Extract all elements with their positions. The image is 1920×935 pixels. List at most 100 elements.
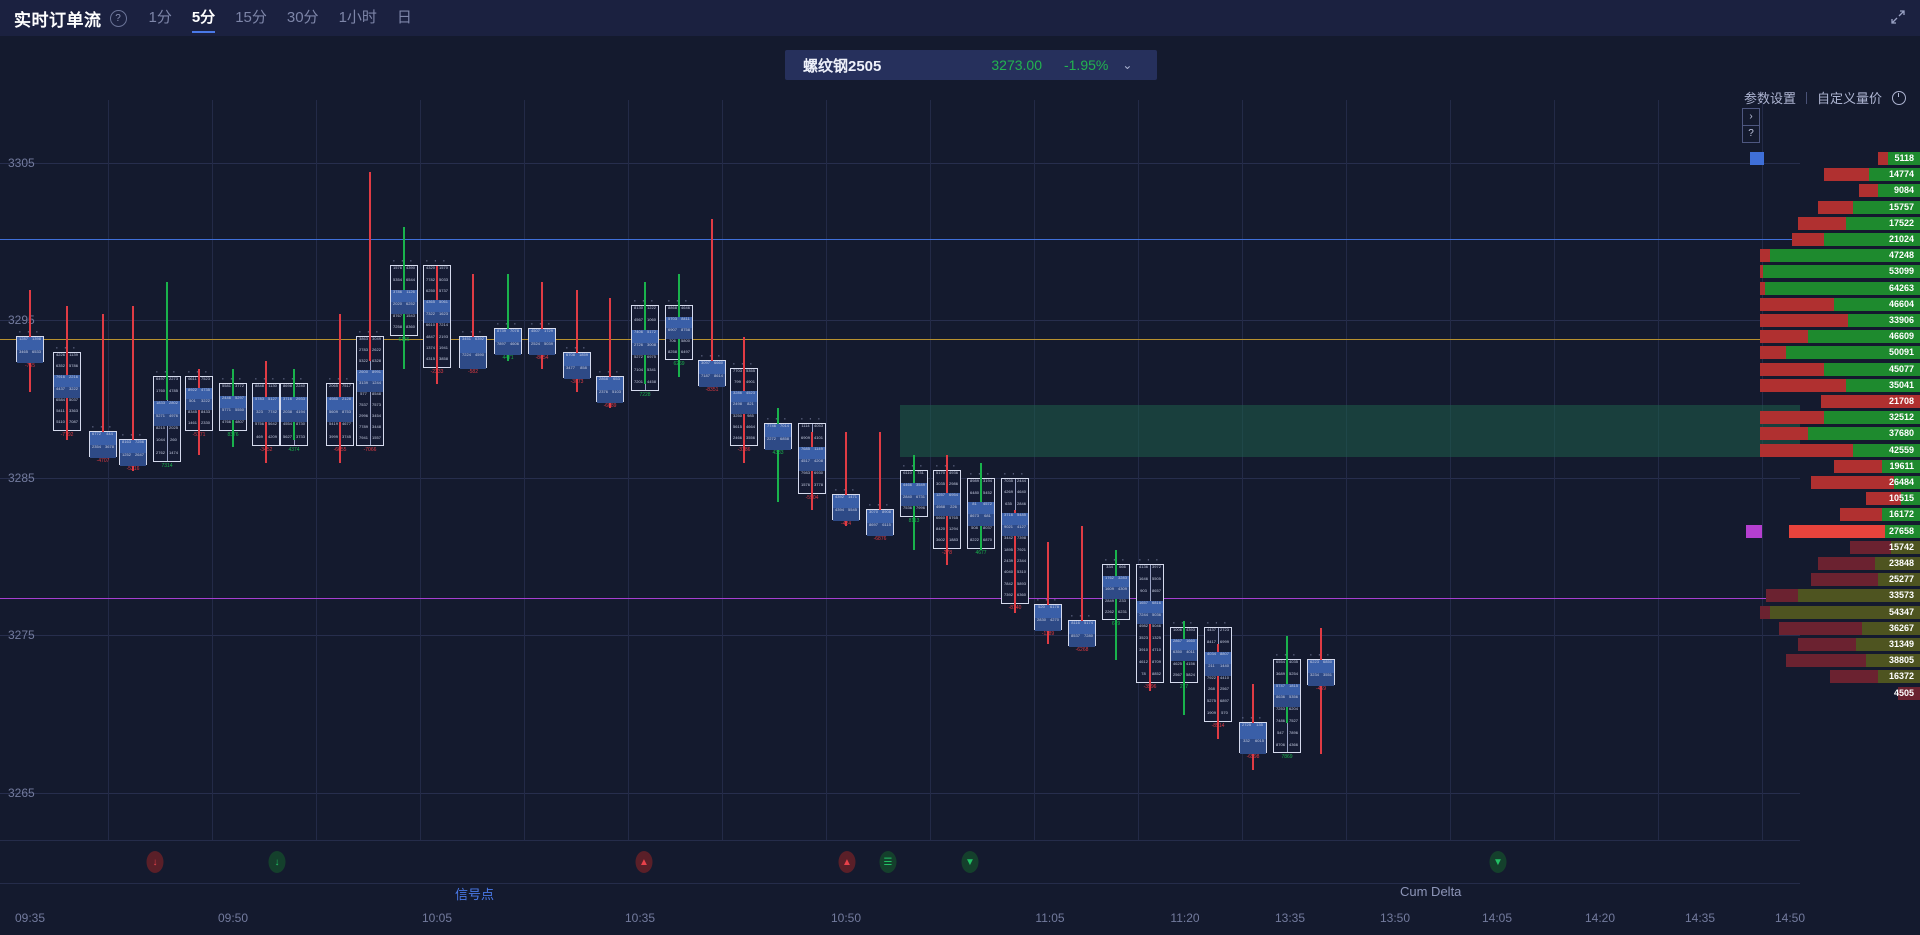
- timeframe-tab-1[interactable]: 5分: [192, 6, 215, 31]
- volume-profile-row[interactable]: 33906: [1760, 314, 1920, 327]
- candle-marker-dots: ▪ ▪ ▪: [866, 502, 894, 507]
- footprint-candle[interactable]: 7035244442694640635284637165485902141273…: [1001, 478, 1029, 604]
- volume-profile-row[interactable]: 16372: [1760, 670, 1920, 683]
- signal-marker-buy[interactable]: ↓: [269, 851, 286, 873]
- footprint-candle[interactable]: 1287139834656533: [16, 336, 44, 362]
- volume-profile-row[interactable]: 15757: [1760, 201, 1920, 214]
- timeframe-tab-2[interactable]: 15分: [235, 6, 267, 31]
- instrument-selector[interactable]: 螺纹钢2505 3273.00 -1.95% ⌄: [785, 50, 1157, 80]
- expand-icon[interactable]: [1890, 9, 1906, 25]
- footprint-candle[interactable]: 5170493630352986125769544988226666057658…: [933, 470, 961, 549]
- volume-profile-row[interactable]: 21708: [1760, 395, 1920, 408]
- volume-profile-row[interactable]: 46609: [1760, 330, 1920, 343]
- signal-marker-buy[interactable]: ☰: [880, 851, 897, 873]
- footprint-row: 72588360: [391, 325, 417, 337]
- bid-volume-cell: 78: [1137, 672, 1150, 684]
- volume-profile-row[interactable]: 19611: [1760, 460, 1920, 473]
- volume-profile-row[interactable]: 47248: [1760, 249, 1920, 262]
- timeframe-tab-5[interactable]: 日: [397, 6, 412, 31]
- footprint-candle[interactable]: 4320157077825033625057374365506173221623…: [423, 265, 451, 367]
- timeframe-tab-4[interactable]: 1小时: [339, 6, 377, 31]
- footprint-candle[interactable]: 55813772244652975771555047664807: [219, 383, 247, 430]
- volume-profile-row[interactable]: 31349: [1760, 638, 1920, 651]
- sell-volume-segment: [1792, 233, 1824, 246]
- footprint-candle[interactable]: 8116517485377280: [1068, 620, 1096, 646]
- ask-volume-cell: 5800: [679, 339, 692, 350]
- footprint-candle[interactable]: 7703535579949013286452324988213250985561…: [730, 368, 758, 447]
- footprint-candle[interactable]: 88481130578351273237742575656424694209: [252, 383, 280, 446]
- volume-profile-panel[interactable]: 5118 14774 9084 15757 17522 21024 47248 53099 64…: [1760, 100, 1920, 840]
- signal-points-strip[interactable]: ↓ ↓ ▲ ▲ ☰ ▼ ▼: [0, 840, 1800, 884]
- footprint-candle[interactable]: 1114405369094101768511494517420879836930…: [798, 423, 826, 494]
- volume-profile-row[interactable]: 33573: [1760, 589, 1920, 602]
- footprint-candle[interactable]: 6223685032343551: [1307, 659, 1335, 685]
- signal-marker-sell[interactable]: ↓: [147, 851, 164, 873]
- footprint-candle[interactable]: 1006439328671660635040114625415625675824: [1170, 627, 1198, 682]
- volume-profile-row[interactable]: 46604: [1760, 298, 1920, 311]
- footprint-candle[interactable]: 3346661762328316094309284923322626231: [1102, 564, 1130, 619]
- footprint-candle[interactable]: 661175238922473550132228345843314612330: [185, 376, 213, 431]
- signal-marker-buy[interactable]: ▼: [1490, 851, 1507, 873]
- volume-profile-row[interactable]: 38805: [1760, 654, 1920, 667]
- timeframe-tab-3[interactable]: 30分: [287, 6, 319, 31]
- footprint-candle[interactable]: 3863304927832622532263282600899131391244…: [356, 336, 384, 446]
- footprint-candle[interactable]: 1576439053546544378611262020625287671543…: [390, 265, 418, 336]
- footprint-candle[interactable]: 4392147143945545: [832, 494, 860, 520]
- footprint-candle[interactable]: 520617828304270: [1034, 604, 1062, 630]
- volume-profile-row[interactable]: 15742: [1760, 541, 1920, 554]
- footprint-candle[interactable]: 4507172925245039: [528, 328, 556, 354]
- signal-marker-sell[interactable]: ▲: [636, 851, 653, 873]
- footprint-candle[interactable]: 8698224037162933203841944554873056273733: [280, 383, 308, 446]
- volume-profile-row[interactable]: 27658: [1760, 525, 1920, 538]
- volume-profile-row[interactable]: 23848: [1760, 557, 1920, 570]
- volume-profile-row[interactable]: 36267: [1760, 622, 1920, 635]
- volume-profile-row[interactable]: 17522: [1760, 217, 1920, 230]
- volume-profile-row[interactable]: 32512: [1760, 411, 1920, 424]
- footprint-candle[interactable]: 886846465703841169078758706580082586497: [665, 305, 693, 360]
- help-icon[interactable]: ?: [110, 10, 127, 27]
- footprint-candle[interactable]: 8989319464805452814572867368150880378222…: [967, 478, 995, 549]
- footprint-candle[interactable]: 27251353326015: [1239, 722, 1267, 753]
- volume-profile-row[interactable]: 26484: [1760, 476, 1920, 489]
- footprint-candle[interactable]: 3097666071878614: [698, 360, 726, 386]
- volume-profile-row[interactable]: 45077: [1760, 363, 1920, 376]
- footprint-candle[interactable]: 670818593477858: [563, 352, 591, 378]
- chart-plot-area[interactable]: 330532953285327532651287139834656533▪ ▪ …: [0, 100, 1800, 840]
- footprint-candle[interactable]: 7746701422726858: [764, 423, 792, 449]
- footprint-candle[interactable]: 6554403536895254574718158636535672536204…: [1273, 659, 1301, 753]
- footprint-candle[interactable]: 3451639272244590: [459, 336, 487, 367]
- volume-profile-row[interactable]: 64263: [1760, 282, 1920, 295]
- volume-profile-row[interactable]: 37680: [1760, 427, 1920, 440]
- bid-volume-cell: 4625: [1171, 662, 1184, 673]
- footprint-candle[interactable]: 8163725612522647: [119, 439, 147, 465]
- volume-profile-row[interactable]: 54347: [1760, 606, 1920, 619]
- volume-profile-row[interactable]: 9084: [1760, 184, 1920, 197]
- volume-profile-row[interactable]: 53099: [1760, 265, 1920, 278]
- signal-marker-buy[interactable]: ▼: [962, 851, 979, 873]
- signal-marker-sell[interactable]: ▲: [839, 851, 856, 873]
- footprint-candle[interactable]: 6110731446635492840673175367996: [900, 470, 928, 517]
- footprint-candle[interactable]: 4226113963525786791622164437322265845037…: [53, 352, 81, 431]
- volume-profile-row[interactable]: 21024: [1760, 233, 1920, 246]
- volume-profile-row[interactable]: 16172: [1760, 508, 1920, 521]
- volume-profile-row[interactable]: 5118: [1760, 152, 1920, 165]
- footprint-candle[interactable]: 8130122245671060740651722726300852726975…: [631, 305, 659, 392]
- footprint-candle[interactable]: 4136397216465505903865716576816724450364…: [1136, 564, 1164, 682]
- footprint-candle[interactable]: 286865323765103: [596, 376, 624, 402]
- volume-profile-row[interactable]: 14774: [1760, 168, 1920, 181]
- volume-profile-row[interactable]: 35041: [1760, 379, 1920, 392]
- volume-profile-row[interactable]: 4505: [1760, 687, 1920, 700]
- volume-profile-row[interactable]: 25277: [1760, 573, 1920, 586]
- footprint-candle[interactable]: 2065751749852128560987535419467739993745: [326, 383, 354, 446]
- volume-profile-row[interactable]: 10515: [1760, 492, 1920, 505]
- volume-profile-row[interactable]: 42559: [1760, 444, 1920, 457]
- footprint-candle[interactable]: 6497227317604785183328025271497682152025…: [153, 376, 181, 463]
- chevron-down-icon[interactable]: ⌄: [1122, 58, 1132, 72]
- volume-value: 31349: [1889, 638, 1914, 651]
- timeframe-tab-0[interactable]: 1分: [149, 6, 172, 31]
- footprint-candle[interactable]: 677244423543678: [89, 431, 117, 457]
- volume-profile-row[interactable]: 50091: [1760, 346, 1920, 359]
- footprint-candle[interactable]: 3070890886976115: [866, 509, 894, 535]
- footprint-candle[interactable]: 4437272384176999403488072111440792244102…: [1204, 627, 1232, 721]
- footprint-candle[interactable]: 8739707878974606: [494, 328, 522, 354]
